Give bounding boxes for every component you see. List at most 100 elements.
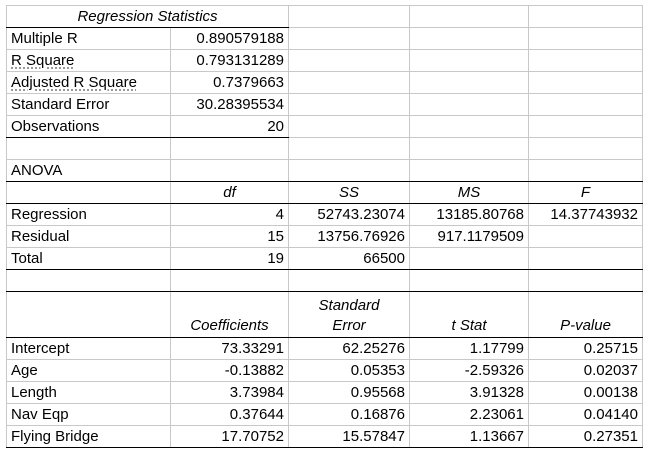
empty-cell xyxy=(409,93,529,116)
coef-label: Flying Bridge xyxy=(6,425,171,448)
anova-df: 4 xyxy=(170,203,289,226)
regression-statistics-header: Regression Statistics xyxy=(6,5,289,28)
anova-ss: 13756.76926 xyxy=(288,225,410,248)
empty-cell xyxy=(288,269,410,292)
coef-label: Age xyxy=(6,359,171,382)
stat-value: 30.28395534 xyxy=(170,93,289,116)
coef-se: 62.25276 xyxy=(288,337,410,360)
empty-cell xyxy=(6,181,171,204)
stat-label: Multiple R xyxy=(6,27,171,50)
empty-cell xyxy=(288,5,410,28)
empty-cell xyxy=(409,269,529,292)
coef-row: Intercept 73.33291 62.25276 1.17799 0.25… xyxy=(6,337,643,360)
anova-df: 19 xyxy=(170,247,289,270)
coef-se: 0.95568 xyxy=(288,381,410,404)
anova-ss: 66500 xyxy=(288,247,410,270)
coef-t: -2.59326 xyxy=(409,359,529,382)
coef-header-p-value: P-value xyxy=(528,291,643,338)
blank-row xyxy=(6,269,643,292)
coef-t: 2.23061 xyxy=(409,403,529,426)
empty-cell xyxy=(528,71,643,94)
coef-value: 73.33291 xyxy=(170,337,289,360)
regression-statistics-header-row: Regression Statistics xyxy=(6,5,643,28)
anova-df: 15 xyxy=(170,225,289,248)
coef-p: 0.25715 xyxy=(528,337,643,360)
coef-p: 0.27351 xyxy=(528,425,643,448)
anova-header-ss: SS xyxy=(288,181,410,204)
stat-label: Observations xyxy=(6,115,171,138)
coef-t: 1.17799 xyxy=(409,337,529,360)
coef-value: 0.37644 xyxy=(170,403,289,426)
empty-cell xyxy=(409,27,529,50)
coef-row: Flying Bridge 17.70752 15.57847 1.13667 … xyxy=(6,425,643,448)
coef-row: Age -0.13882 0.05353 -2.59326 0.02037 xyxy=(6,359,643,382)
empty-cell xyxy=(288,71,410,94)
coef-header-coefficients: Coefficients xyxy=(170,291,289,338)
stat-value: 0.7379663 xyxy=(170,71,289,94)
coef-p: 0.04140 xyxy=(528,403,643,426)
empty-cell xyxy=(528,269,643,292)
anova-f: 14.37743932 xyxy=(528,203,643,226)
coef-label: Length xyxy=(6,381,171,404)
coef-header-standard-error: Standard Error xyxy=(288,291,410,338)
empty-cell xyxy=(288,159,410,182)
empty-cell xyxy=(6,137,171,160)
coef-se: 0.05353 xyxy=(288,359,410,382)
empty-cell xyxy=(6,291,171,338)
anova-ss: 52743.23074 xyxy=(288,203,410,226)
anova-header-df: df xyxy=(170,181,289,204)
coef-label: Nav Eqp xyxy=(6,403,171,426)
empty-cell xyxy=(528,5,643,28)
empty-cell xyxy=(528,159,643,182)
anova-ms xyxy=(409,247,529,270)
anova-f xyxy=(528,247,643,270)
anova-row-label: Total xyxy=(6,247,171,270)
empty-cell xyxy=(528,93,643,116)
stat-label: Standard Error xyxy=(6,93,171,116)
empty-cell xyxy=(409,137,529,160)
coef-t: 1.13667 xyxy=(409,425,529,448)
coef-row: Length 3.73984 0.95568 3.91328 0.00138 xyxy=(6,381,643,404)
empty-cell xyxy=(409,5,529,28)
anova-row: Total 19 66500 xyxy=(6,247,643,270)
empty-cell xyxy=(288,137,410,160)
empty-cell xyxy=(528,27,643,50)
coef-p: 0.00138 xyxy=(528,381,643,404)
empty-cell xyxy=(170,159,289,182)
anova-title: ANOVA xyxy=(6,159,171,182)
coef-t: 3.91328 xyxy=(409,381,529,404)
empty-cell xyxy=(288,115,410,138)
coef-header-t-stat: t Stat xyxy=(409,291,529,338)
empty-cell xyxy=(170,137,289,160)
coef-value: 3.73984 xyxy=(170,381,289,404)
stat-value: 0.890579188 xyxy=(170,27,289,50)
anova-header-ms: MS xyxy=(409,181,529,204)
coef-label: Intercept xyxy=(6,337,171,360)
coef-se: 15.57847 xyxy=(288,425,410,448)
anova-ms: 917.1179509 xyxy=(409,225,529,248)
coef-header-se-line2: Error xyxy=(332,317,366,334)
anova-row-label: Regression xyxy=(6,203,171,226)
stat-label: Adjusted R Square xyxy=(6,71,171,94)
anova-row: Residual 15 13756.76926 917.1179509 xyxy=(6,225,643,248)
stat-row: Multiple R 0.890579188 xyxy=(6,27,643,50)
coef-header-se-line1: Standard xyxy=(318,297,380,314)
anova-row: Regression 4 52743.23074 13185.80768 14.… xyxy=(6,203,643,226)
anova-title-row: ANOVA xyxy=(6,159,643,182)
empty-cell xyxy=(288,93,410,116)
coef-p: 0.02037 xyxy=(528,359,643,382)
empty-cell xyxy=(528,115,643,138)
coef-value: 17.70752 xyxy=(170,425,289,448)
stat-value: 0.793131289 xyxy=(170,49,289,72)
empty-cell xyxy=(409,115,529,138)
empty-cell xyxy=(288,49,410,72)
empty-cell xyxy=(409,49,529,72)
stat-row: Observations 20 xyxy=(6,115,643,138)
anova-ms: 13185.80768 xyxy=(409,203,529,226)
anova-header-row: df SS MS F xyxy=(6,181,643,204)
empty-cell xyxy=(6,269,171,292)
anova-row-label: Residual xyxy=(6,225,171,248)
anova-header-f: F xyxy=(528,181,643,204)
blank-row xyxy=(6,137,643,160)
coef-value: -0.13882 xyxy=(170,359,289,382)
